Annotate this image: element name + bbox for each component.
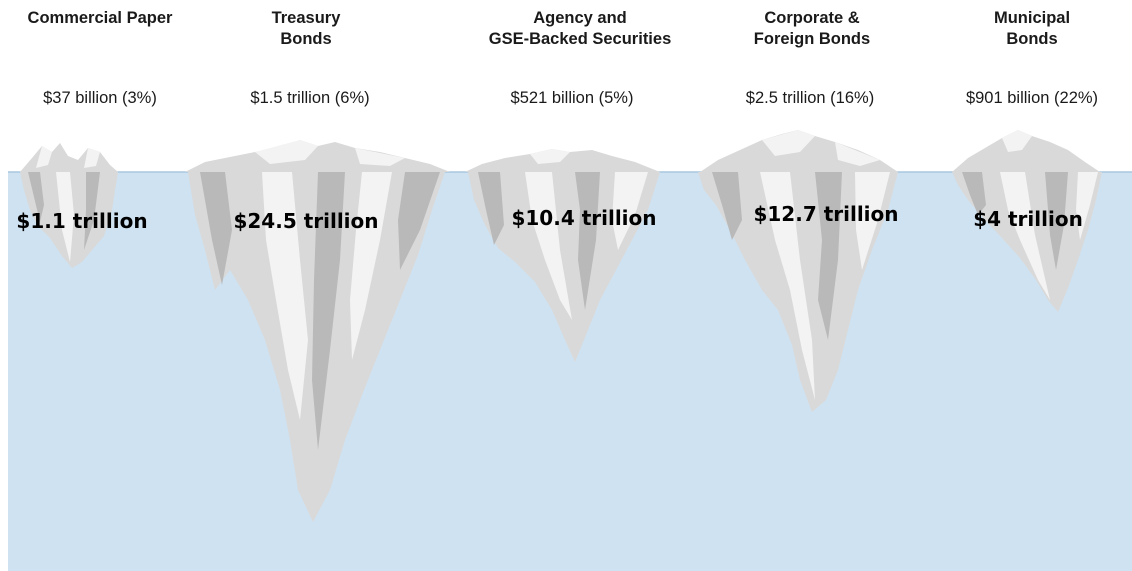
- below-water-treasury-bonds: $24.5 trillion: [233, 209, 379, 233]
- title-line: Bonds: [1006, 30, 1058, 48]
- title-corporate-foreign: Corporate & Foreign Bonds: [712, 8, 912, 50]
- above-water-treasury-bonds: $1.5 trillion (6%): [250, 89, 370, 107]
- above-water-commercial-paper: $37 billion (3%): [43, 89, 157, 107]
- iceberg-agency-gse: [465, 149, 660, 362]
- title-line: Bonds: [280, 30, 332, 48]
- title-municipal-bonds: Municipal Bonds: [932, 8, 1132, 50]
- title-line: GSE-Backed Securities: [488, 30, 672, 48]
- above-water-agency-gse: $521 billion (5%): [510, 89, 634, 107]
- title-line: Commercial Paper: [27, 9, 173, 27]
- title-agency-gse: Agency and GSE-Backed Securities: [462, 8, 698, 50]
- title-line: Municipal: [993, 9, 1071, 27]
- below-water-municipal-bonds: $4 trillion: [973, 207, 1083, 231]
- title-line: Corporate &: [764, 9, 860, 27]
- above-water-corporate-foreign: $2.5 trillion (16%): [745, 89, 875, 107]
- iceberg-treasury-bonds: [185, 140, 450, 522]
- title-line: Agency and: [533, 9, 627, 27]
- title-treasury-bonds: Treasury Bonds: [206, 8, 406, 50]
- iceberg-commercial-paper: [20, 143, 118, 268]
- above-water-municipal-bonds: $901 billion (22%): [965, 89, 1099, 107]
- title-commercial-paper: Commercial Paper: [0, 8, 200, 29]
- iceberg-municipal-bonds: [952, 130, 1102, 312]
- title-line: Foreign Bonds: [753, 30, 871, 48]
- iceberg-corporate-foreign: [698, 130, 898, 412]
- title-line: Treasury: [271, 9, 341, 27]
- below-water-commercial-paper: $1.1 trillion: [16, 209, 148, 233]
- below-water-corporate-foreign: $12.7 trillion: [753, 202, 899, 226]
- below-water-agency-gse: $10.4 trillion: [511, 206, 657, 230]
